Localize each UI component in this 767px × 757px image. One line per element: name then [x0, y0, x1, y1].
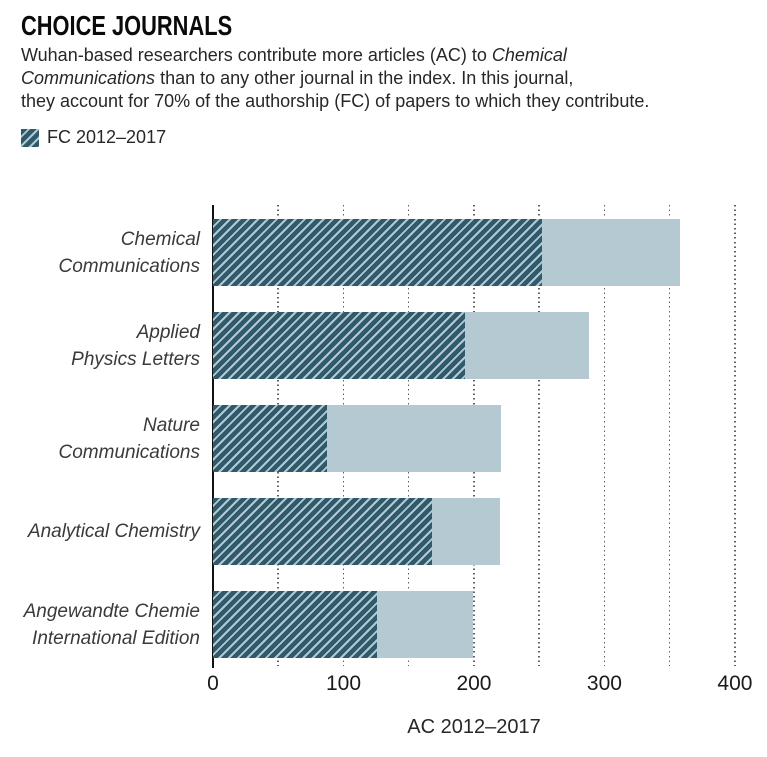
category-label: Nature Communications — [58, 414, 201, 463]
legend: FC 2012–2017 — [21, 127, 166, 148]
subtitle-journal-name: Chemical Communications — [21, 45, 567, 88]
gridline-250 — [538, 205, 540, 666]
subtitle-text: than to any other journal in the index. … — [21, 68, 650, 111]
fc-bar-hatched — [213, 312, 465, 379]
gridline-400 — [734, 205, 736, 666]
fc-bar-hatched — [213, 591, 378, 658]
legend-label: FC 2012–2017 — [47, 127, 167, 147]
fc-bar-hatched — [213, 498, 433, 565]
category-label: Chemical Communications — [58, 228, 201, 277]
subtitle: Wuhan-based researchers contribute more … — [21, 44, 745, 113]
x-tick-label-200: 200 — [456, 672, 492, 695]
x-tick-label-300: 300 — [586, 672, 622, 695]
category-label: Angewandte Chemie International Edition — [23, 600, 200, 649]
fc-bar-hatched — [213, 219, 542, 286]
x-axis-title: AC 2012–2017 — [407, 716, 541, 738]
subtitle-text: Wuhan-based researchers contribute more … — [21, 45, 492, 65]
category-label: Analytical Chemistry — [27, 521, 200, 542]
gridline-350 — [668, 205, 671, 666]
page-title: CHOICE JOURNALS — [21, 10, 233, 41]
gridline-300 — [603, 205, 606, 666]
category-label: Applied Physics Letters — [71, 321, 200, 370]
x-tick-label-400: 400 — [717, 672, 753, 695]
y-axis-line — [211, 205, 214, 668]
x-tick-label-0: 0 — [207, 672, 219, 695]
x-tick-label-100: 100 — [325, 672, 362, 695]
fc-hatch-swatch-icon — [21, 128, 39, 147]
fc-bar-hatched — [213, 405, 327, 472]
